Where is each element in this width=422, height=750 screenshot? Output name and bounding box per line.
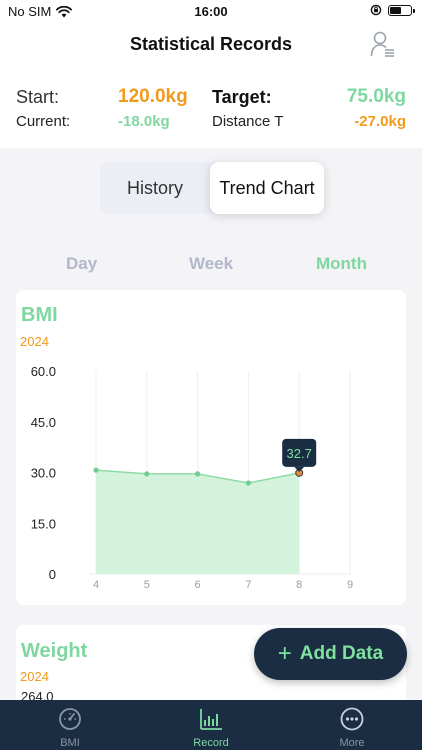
- weight-chart-title: Weight: [21, 640, 88, 662]
- page-title: Statistical Records: [129, 34, 293, 54]
- bmi-point: [144, 471, 150, 477]
- current-label: Current:: [16, 113, 71, 130]
- bmi-chart-year: 2024: [20, 334, 49, 349]
- view-segmented-control: History Trend Chart: [100, 162, 324, 214]
- tab-more[interactable]: More: [282, 700, 422, 750]
- status-left: No SIM: [8, 4, 73, 19]
- more-icon: [340, 707, 364, 731]
- add-data-button[interactable]: + Add Data: [254, 628, 407, 680]
- tab-record[interactable]: Record: [141, 700, 281, 750]
- start-label: Start:: [16, 87, 60, 107]
- bmi-point: [245, 480, 251, 486]
- carrier-text: No SIM: [8, 4, 52, 19]
- y-tick-label: 45.0: [31, 415, 56, 430]
- distance-value: -27.0kg: [354, 113, 406, 130]
- gauge-icon: [59, 708, 81, 730]
- x-tick-label: 6: [195, 579, 201, 591]
- x-tick-label: 4: [93, 579, 99, 591]
- user-list-icon[interactable]: [370, 30, 396, 58]
- bmi-area: [96, 470, 300, 574]
- start-value: 120.0kg: [118, 86, 188, 107]
- current-value: -18.0kg: [118, 113, 170, 130]
- distance-label: Distance T: [212, 113, 284, 130]
- y-tick-label: 60.0: [31, 364, 56, 379]
- tooltip-box: [282, 438, 317, 467]
- tab-record-label: Record: [193, 737, 229, 749]
- y-tick-label: 0: [49, 567, 56, 582]
- y-tick-label: 30.0: [31, 466, 56, 481]
- tooltip-value: 32.7: [287, 446, 312, 461]
- tab-bar: BMI Record More: [0, 700, 422, 750]
- bar-chart-icon: [200, 709, 222, 730]
- bmi-chart: 60.0 45.0 30.0 15.0 0 4 5 6 7 8 9 32.7: [31, 364, 353, 591]
- x-tick-label: 9: [347, 579, 353, 591]
- period-week[interactable]: Week: [189, 254, 234, 273]
- orientation-lock-icon: [370, 4, 382, 16]
- x-tick-label: 7: [245, 579, 251, 591]
- tab-bmi-label: BMI: [60, 737, 80, 749]
- period-month[interactable]: Month: [316, 254, 367, 273]
- battery-icon: [388, 4, 415, 16]
- x-tick-label: 8: [296, 579, 302, 591]
- bmi-point: [93, 467, 99, 473]
- status-time: 16:00: [194, 4, 228, 19]
- tab-more-label: More: [339, 737, 365, 749]
- nav-bar: Statistical Records: [0, 22, 422, 68]
- y-tick-label: 15.0: [31, 516, 56, 531]
- target-label: Target:: [212, 87, 272, 107]
- weight-summary: Start: 120.0kg Target: 75.0kg Current: -…: [0, 68, 422, 148]
- bmi-point: [195, 471, 201, 477]
- status-right: [370, 4, 415, 16]
- bmi-chart-title: BMI: [21, 304, 58, 326]
- period-day[interactable]: Day: [66, 254, 98, 273]
- bmi-chart-card: BMI 2024 60.0 45.0 30.0 15.0 0 4 5 6 7 8 9 32.7: [16, 290, 406, 605]
- tab-bmi[interactable]: BMI: [0, 700, 140, 750]
- wifi-icon: [56, 5, 73, 17]
- target-value: 75.0kg: [346, 86, 406, 107]
- x-tick-label: 5: [144, 579, 150, 591]
- status-bar: No SIM 16:00: [0, 0, 422, 22]
- tab-trend-chart[interactable]: Trend Chart: [210, 162, 324, 214]
- plus-icon: +: [277, 640, 292, 667]
- tooltip-pointer: [294, 466, 305, 472]
- tab-history[interactable]: History: [126, 177, 183, 198]
- weight-chart-year: 2024: [20, 669, 49, 684]
- add-data-label: Add Data: [299, 643, 384, 664]
